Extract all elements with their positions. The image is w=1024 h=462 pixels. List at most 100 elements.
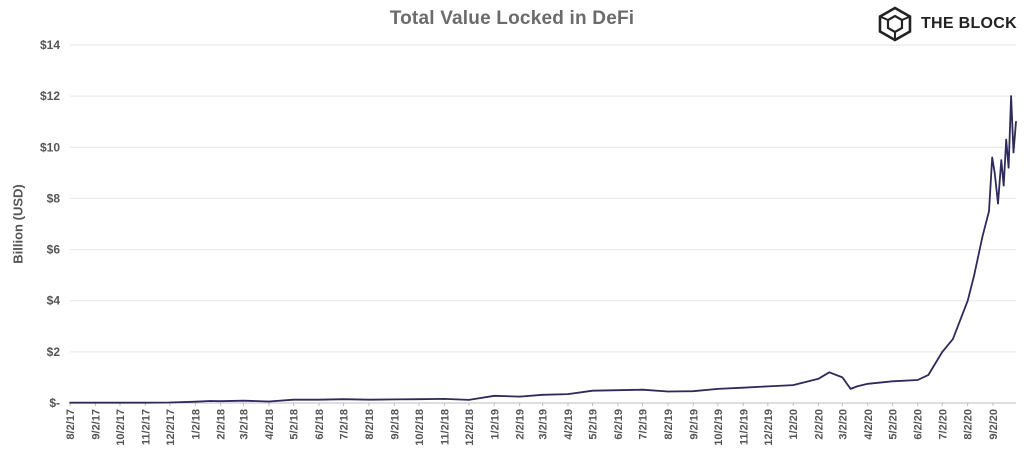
data-point [891,380,894,383]
data-point [268,400,270,403]
data-point [856,385,858,388]
x-tick-label: 1/2/20 [788,409,800,440]
y-tick-label: $2 [47,345,61,359]
data-point [1002,184,1005,187]
data-point [69,401,71,404]
data-point [1007,166,1010,169]
x-tick-label: 8/2/18 [364,409,376,440]
x-tick-label: 1/2/18 [190,409,202,440]
data-point [94,401,97,404]
x-tick-label: 10/2/19 [713,409,725,446]
brand-name: THE BLOCK [920,15,1017,32]
x-tick-label: 5/2/18 [289,409,301,440]
y-tick-label: $12 [40,89,60,103]
y-tick-label: $- [49,396,60,410]
x-tick-label: 4/2/18 [264,409,276,440]
data-point [567,393,569,395]
data-point [667,390,669,393]
x-tick-label: 3/2/20 [837,409,849,440]
x-tick-label: 2/2/19 [515,409,527,440]
y-tick-label: $8 [47,191,61,205]
data-point [717,388,719,390]
data-point [988,210,990,212]
x-tick-label: 9/2/19 [688,409,700,440]
x-tick-label: 6/2/19 [613,409,625,440]
data-point [468,399,470,401]
x-tick-label: 5/2/19 [588,409,600,440]
data-point [617,389,619,392]
y-tick-label: $4 [47,294,61,308]
x-tick-label: 11/2/17 [140,409,152,445]
y-axis-ticks: $- $2 $4 $6 $8 $10 $12 $14 [40,38,60,410]
y-tick-label: $10 [40,140,60,154]
x-tick-label: 7/2/18 [339,409,351,440]
data-point [541,394,544,396]
data-point [841,376,844,379]
data-point [144,401,147,404]
data-point [927,374,930,376]
data-point [242,399,245,402]
x-tick-label: 11/2/18 [439,409,451,445]
data-point [209,400,211,402]
data-point [518,395,521,398]
data-point [318,398,320,401]
data-point [443,398,446,400]
y-tick-label: $14 [40,38,60,52]
cube-icon [878,6,912,42]
x-tick-label: 3/2/18 [239,409,251,440]
data-point [219,400,222,403]
series-line-tvl [70,95,1017,404]
x-tick-label: 3/2/19 [538,409,550,440]
gridlines [70,44,1016,404]
x-tick-label: 2/2/20 [814,409,826,440]
x-tick-label: 9/2/17 [90,409,102,440]
x-tick-label: 2/2/18 [216,409,228,440]
series-layer [69,95,1017,404]
data-point [792,384,794,386]
x-axis-ticks: 8/2/17 9/2/17 10/2/17 11/2/17 12/2/17 1/2/18 2… [65,403,1000,446]
data-point [817,377,820,380]
brand-logo: THE BLOCK [877,6,1017,42]
x-tick-label: 10/2/17 [115,409,127,446]
x-tick-label: 12/2/17 [165,409,177,446]
chart-title: Total Value Locked in DeFi [389,8,635,29]
data-point [342,398,345,401]
data-point [973,274,975,276]
data-point [194,400,197,403]
data-point [916,379,919,381]
data-point [991,156,993,159]
x-tick-label: 9/2/20 [988,409,1000,440]
x-tick-label: 6/2/18 [314,409,326,440]
x-tick-label: 7/2/20 [937,409,949,440]
data-point [1015,120,1017,123]
data-point [169,401,171,404]
data-point [767,385,769,388]
data-point [997,202,999,205]
data-point [941,351,944,353]
data-point [493,395,496,397]
x-tick-label: 6/2/20 [913,409,925,440]
y-tick-label: $6 [47,243,61,257]
x-tick-label: 8/2/19 [663,409,675,440]
x-tick-label: 9/2/18 [389,409,401,440]
data-point [742,386,745,389]
data-point [368,398,370,401]
data-point [641,388,644,391]
x-tick-label: 8/2/17 [65,409,77,440]
data-point [966,299,969,302]
x-tick-label: 12/2/18 [464,409,476,446]
data-point [828,371,831,374]
data-point [1005,138,1007,141]
x-tick-label: 5/2/20 [887,409,899,440]
x-tick-label: 11/2/19 [738,409,750,445]
data-point [119,401,121,404]
data-point [1000,159,1003,161]
data-point [418,398,420,401]
data-point [993,172,996,174]
data-point [1012,151,1015,154]
data-point [692,390,695,393]
x-tick-label: 1/2/19 [489,409,501,440]
x-tick-label: 8/2/20 [963,409,975,440]
data-point [849,388,852,390]
